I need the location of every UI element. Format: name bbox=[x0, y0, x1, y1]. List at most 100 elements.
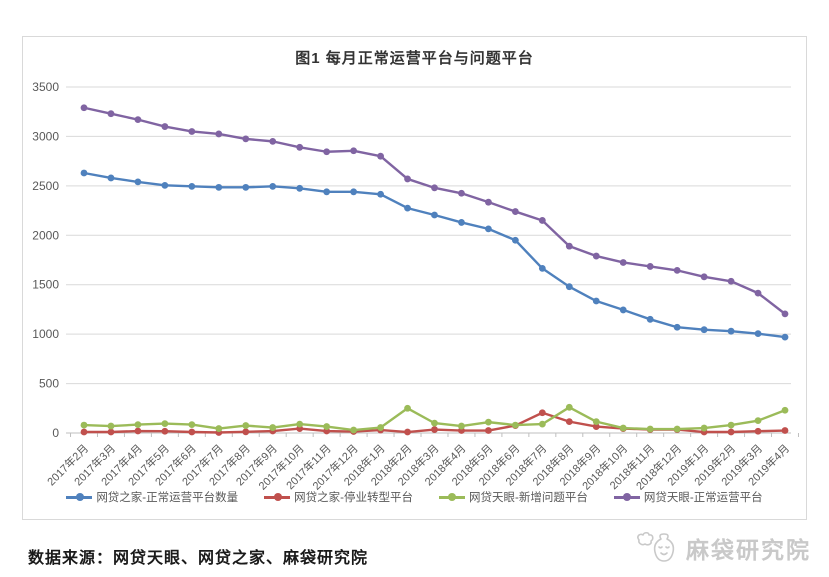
data-point-s0-24 bbox=[727, 327, 735, 335]
data-point-s1-13 bbox=[431, 426, 438, 433]
data-point-s2-7 bbox=[269, 424, 277, 431]
data-point-s1-24 bbox=[727, 428, 735, 436]
y-axis-label: 0 bbox=[52, 426, 59, 440]
data-point-s1-6 bbox=[242, 428, 250, 436]
data-point-s0-15 bbox=[485, 225, 492, 233]
data-point-s2-19 bbox=[592, 418, 600, 426]
chart-legend: 网贷之家-正常运营平台数量 网贷之家-停业转型平台 网贷天眼-新增问题平台 网贷天眼-… bbox=[23, 489, 806, 505]
data-point-s2-20 bbox=[619, 424, 627, 432]
data-point-s2-5 bbox=[215, 425, 223, 432]
data-point-s3-16 bbox=[511, 208, 519, 215]
data-point-s1-1 bbox=[107, 428, 115, 436]
data-point-s2-22 bbox=[673, 425, 681, 433]
data-point-s1-4 bbox=[188, 428, 196, 436]
legend-item-1: 网贷之家-停业转型平台 bbox=[264, 489, 413, 505]
legend-item-0: 网贷之家-正常运营平台数量 bbox=[66, 489, 238, 505]
y-axis-label: 2500 bbox=[32, 179, 59, 193]
data-point-s3-15 bbox=[485, 198, 492, 206]
data-point-s0-13 bbox=[431, 211, 438, 219]
data-point-s3-10 bbox=[350, 147, 358, 155]
data-point-s0-6 bbox=[242, 183, 250, 191]
data-point-s2-1 bbox=[107, 422, 115, 430]
data-point-s3-3 bbox=[161, 123, 169, 130]
plot-area: 0 500 1000 1500 2000 2500 3000 3500 2017年2月 2017年… bbox=[23, 67, 806, 493]
data-point-s2-25 bbox=[754, 417, 762, 425]
data-point-s3-25 bbox=[754, 289, 762, 297]
watermark-text: 麻袋研究院 bbox=[686, 537, 811, 563]
data-point-s2-8 bbox=[296, 420, 304, 428]
data-point-s0-5 bbox=[215, 183, 223, 191]
data-point-s2-12 bbox=[404, 404, 411, 412]
data-point-s2-11 bbox=[377, 424, 384, 431]
data-point-s0-21 bbox=[646, 315, 654, 323]
y-axis-label: 1500 bbox=[32, 278, 59, 292]
chart-title: 图1 每月正常运营平台与问题平台 bbox=[295, 50, 534, 67]
data-point-s2-2 bbox=[134, 421, 142, 428]
data-point-s2-3 bbox=[161, 420, 169, 428]
data-point-s2-14 bbox=[458, 422, 465, 430]
data-point-s2-0 bbox=[80, 421, 88, 429]
data-point-s3-13 bbox=[431, 184, 438, 192]
data-point-s2-17 bbox=[538, 420, 546, 428]
data-point-s1-19 bbox=[592, 423, 600, 430]
legend-marker-icon bbox=[66, 493, 93, 502]
y-axis-label: 2000 bbox=[32, 228, 59, 242]
data-point-s3-4 bbox=[188, 128, 196, 135]
data-point-s3-19 bbox=[592, 252, 600, 260]
data-point-s1-18 bbox=[565, 418, 573, 426]
data-point-s1-3 bbox=[161, 427, 169, 435]
data-point-s3-14 bbox=[458, 189, 465, 197]
data-point-s2-15 bbox=[485, 418, 492, 426]
data-point-s3-6 bbox=[242, 135, 250, 143]
legend-marker-icon bbox=[438, 493, 465, 502]
data-point-s0-19 bbox=[592, 297, 600, 305]
data-point-s2-23 bbox=[700, 424, 708, 432]
data-point-s3-17 bbox=[538, 217, 546, 224]
data-point-s0-25 bbox=[754, 330, 762, 338]
data-point-s0-0 bbox=[80, 169, 88, 177]
data-point-s3-18 bbox=[565, 242, 573, 250]
data-point-s2-10 bbox=[350, 426, 358, 434]
series-line-0 bbox=[83, 171, 786, 339]
data-point-s3-1 bbox=[107, 110, 115, 118]
sack-icon bbox=[637, 531, 675, 562]
legend-label: 网贷天眼-新增问题平台 bbox=[468, 492, 588, 504]
data-point-s3-26 bbox=[781, 310, 789, 318]
legend-label: 网贷天眼-正常运营平台 bbox=[643, 492, 763, 504]
data-point-s0-23 bbox=[700, 326, 708, 334]
data-point-s0-8 bbox=[296, 184, 304, 192]
data-point-s3-8 bbox=[296, 143, 304, 151]
data-point-s1-2 bbox=[134, 427, 142, 435]
legend-label: 网贷之家-停业转型平台 bbox=[294, 492, 413, 504]
y-axis-label: 1000 bbox=[32, 327, 59, 341]
data-point-s2-21 bbox=[646, 425, 654, 433]
data-point-s3-0 bbox=[80, 104, 88, 112]
data-point-s3-7 bbox=[269, 137, 277, 145]
data-point-s3-2 bbox=[134, 116, 142, 124]
data-point-s3-5 bbox=[215, 130, 223, 138]
data-point-s0-16 bbox=[511, 236, 519, 244]
legend-marker-icon bbox=[613, 493, 640, 502]
y-axis-label: 500 bbox=[39, 377, 59, 391]
legend-label: 网贷之家-正常运营平台数量 bbox=[96, 492, 239, 504]
data-point-s0-10 bbox=[350, 188, 358, 196]
data-point-s0-9 bbox=[323, 188, 331, 196]
data-point-s1-26 bbox=[781, 427, 789, 434]
data-point-s0-7 bbox=[269, 182, 277, 190]
source-note: 数据来源：网贷天眼、网贷之家、麻袋研究院 bbox=[28, 550, 369, 567]
series-line-3 bbox=[83, 106, 786, 315]
data-point-s3-9 bbox=[323, 148, 331, 156]
data-point-s3-23 bbox=[700, 273, 708, 281]
data-point-s2-18 bbox=[565, 403, 573, 411]
data-point-s0-14 bbox=[458, 219, 465, 226]
legend-marker-icon bbox=[264, 493, 291, 502]
data-point-s0-12 bbox=[404, 204, 411, 212]
chart-panel: 图1 每月正常运营平台与问题平台 0 500 1000 1500 2000 2500 300… bbox=[22, 36, 807, 520]
data-point-s2-9 bbox=[323, 423, 331, 430]
data-point-s0-2 bbox=[134, 178, 142, 186]
data-point-s1-25 bbox=[754, 427, 762, 435]
legend-item-2: 网贷天眼-新增问题平台 bbox=[438, 489, 588, 505]
data-point-s0-4 bbox=[188, 182, 196, 190]
data-point-s0-17 bbox=[538, 265, 546, 272]
